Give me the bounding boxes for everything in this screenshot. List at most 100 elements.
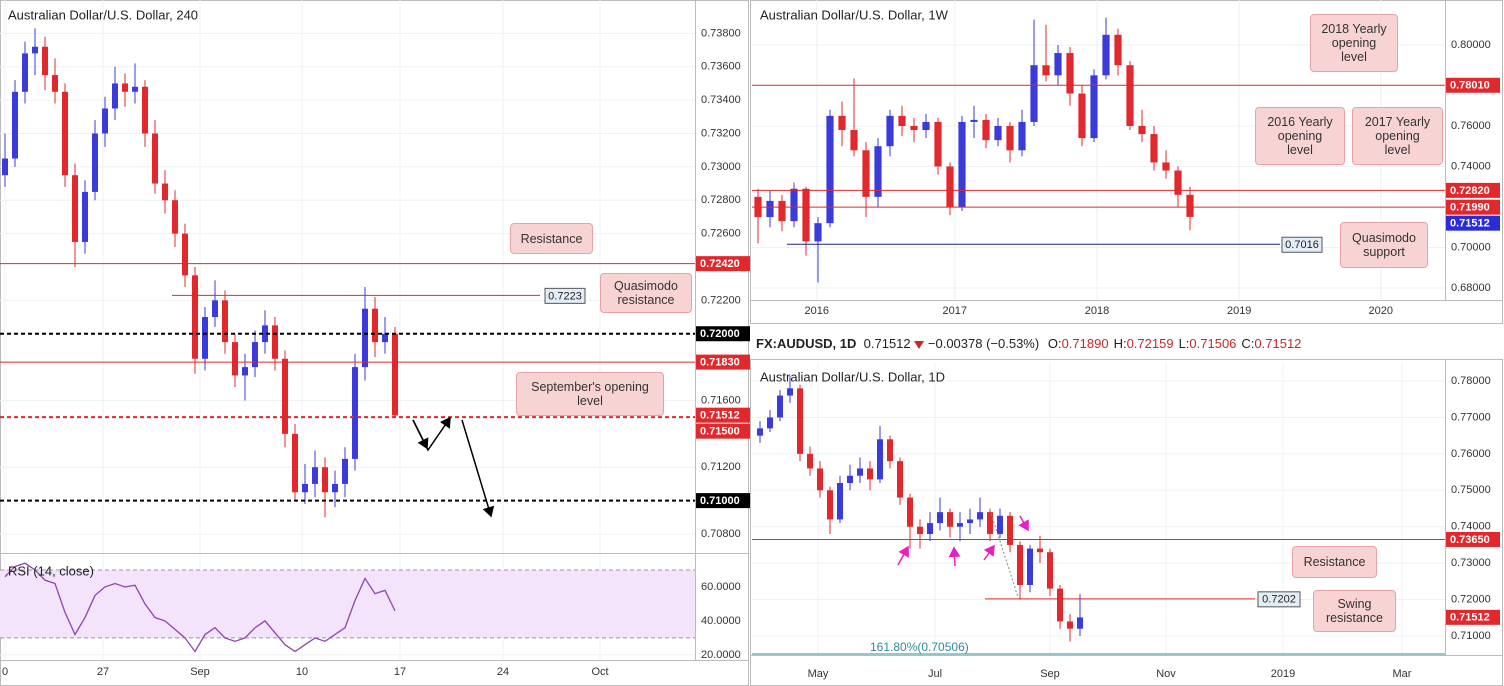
chart-title: Australian Dollar/U.S. Dollar, 240 [8,7,198,22]
y-tick-label: 0.73400 [701,94,741,106]
candle-body [1027,548,1033,585]
y-tick-label: 0.78000 [1451,375,1491,387]
price-box [1446,182,1500,198]
candle-body [814,223,822,242]
y-tick-label: 0.73600 [701,61,741,73]
candle-body [172,200,178,234]
candle-body [162,183,168,201]
y-tick-label: 0.73800 [701,27,741,39]
y-tick-label: 0.72200 [701,294,741,306]
candle-body [862,150,870,197]
level-box [1281,236,1323,253]
price-box-label: 0.71512 [1450,218,1490,230]
ohlc-items: O:0.71890 H:0.72159 L:0.71506 C:0.71512 [1043,336,1302,351]
price-box-label: 0.73650 [1450,534,1490,546]
candle-body [2,158,8,176]
candle-body [887,439,893,462]
candle-body [272,325,278,359]
candle-body [850,130,858,151]
candle-body [302,483,308,493]
price-box-label: 0.78010 [1450,80,1490,92]
ohlc-key: H: [1113,336,1127,351]
candle-body [1047,552,1053,589]
candle-body [802,188,810,242]
x-tick-label: 2016 [805,305,829,317]
candle-body [982,119,990,141]
candle-body [790,188,798,222]
candle-body [212,300,218,318]
candle-body [1186,194,1194,217]
candle-body [977,512,983,520]
price-box-label: 0.72820 [1450,185,1490,197]
y-tick-label: 0.80000 [1451,39,1491,51]
candle-body [1037,548,1043,553]
y-tick-label: 0.73000 [1451,557,1491,569]
callout: Quasimodo support [1340,222,1428,268]
candle-body [1162,162,1170,171]
candle-body [362,308,368,368]
chart-title: RSI (14, close) [8,563,94,578]
candle-body [1077,617,1083,629]
candle-body [352,367,358,459]
x-tick-label: 2019 [1227,305,1251,317]
ohlc-value: 0.71506 [1189,336,1237,351]
x-tick-label: 17 [394,666,406,678]
candle-body [1174,170,1182,195]
candle-body [867,468,873,480]
candle-body [262,325,268,343]
candle-body [927,523,933,534]
candle-body [898,115,906,126]
callout: Quasimodo resistance [600,273,692,313]
candle-body [957,523,963,527]
candle-body [252,342,258,368]
candle-body [282,358,288,434]
price-box [1446,215,1500,231]
candle-body [827,490,833,520]
candle-body [837,483,843,520]
candle-body [132,86,138,92]
price-box [696,326,750,342]
callout: 2016 Yearly opening level [1255,107,1345,165]
x-tick-label: 10 [296,666,308,678]
projection-arrow [461,419,495,518]
candle-body [1054,53,1062,76]
candle-body [1007,515,1013,545]
y-tick-label: 0.71000 [1451,630,1491,642]
candle-body [787,388,793,396]
price-box [696,493,750,509]
candle-body [907,497,913,527]
candle-body [1030,65,1038,122]
candle-body [1102,34,1110,76]
level-label: 161.80%(0.70506) [870,640,969,654]
candle-body [934,121,942,167]
candle-body [1067,621,1073,629]
x-tick-label: 2020 [1369,305,1393,317]
price-box-label: 0.71990 [1450,202,1490,214]
chart-title: Australian Dollar/U.S. Dollar, 1D [760,369,945,384]
candle-body [292,433,298,493]
candle-body [122,83,128,92]
candle-body [222,300,228,343]
ohlc-key: L: [1178,336,1190,351]
level-label: 0.7202 [1262,594,1296,606]
y-tick-label: 60.0000 [701,581,741,593]
y-tick-label: 0.71200 [701,461,741,473]
y-tick-label: 0.71600 [701,394,741,406]
candle-body [1042,65,1050,76]
candle-body [997,515,1003,534]
y-tick-label: 0.76000 [1451,448,1491,460]
candle-body [817,468,823,491]
candle-body [797,388,803,454]
candle-body [52,75,58,92]
candle-body [886,115,894,147]
candle-body [1126,65,1134,126]
y-tick-label: 0.73200 [701,127,741,139]
chart-title: Australian Dollar/U.S. Dollar, 1W [760,7,949,22]
callout: 2017 Yearly opening level [1352,107,1443,165]
change: −0.00378 (−0.53%) [927,336,1040,351]
candle-body [1114,34,1122,66]
price-box [1446,531,1500,547]
magenta-arrow [948,546,961,567]
